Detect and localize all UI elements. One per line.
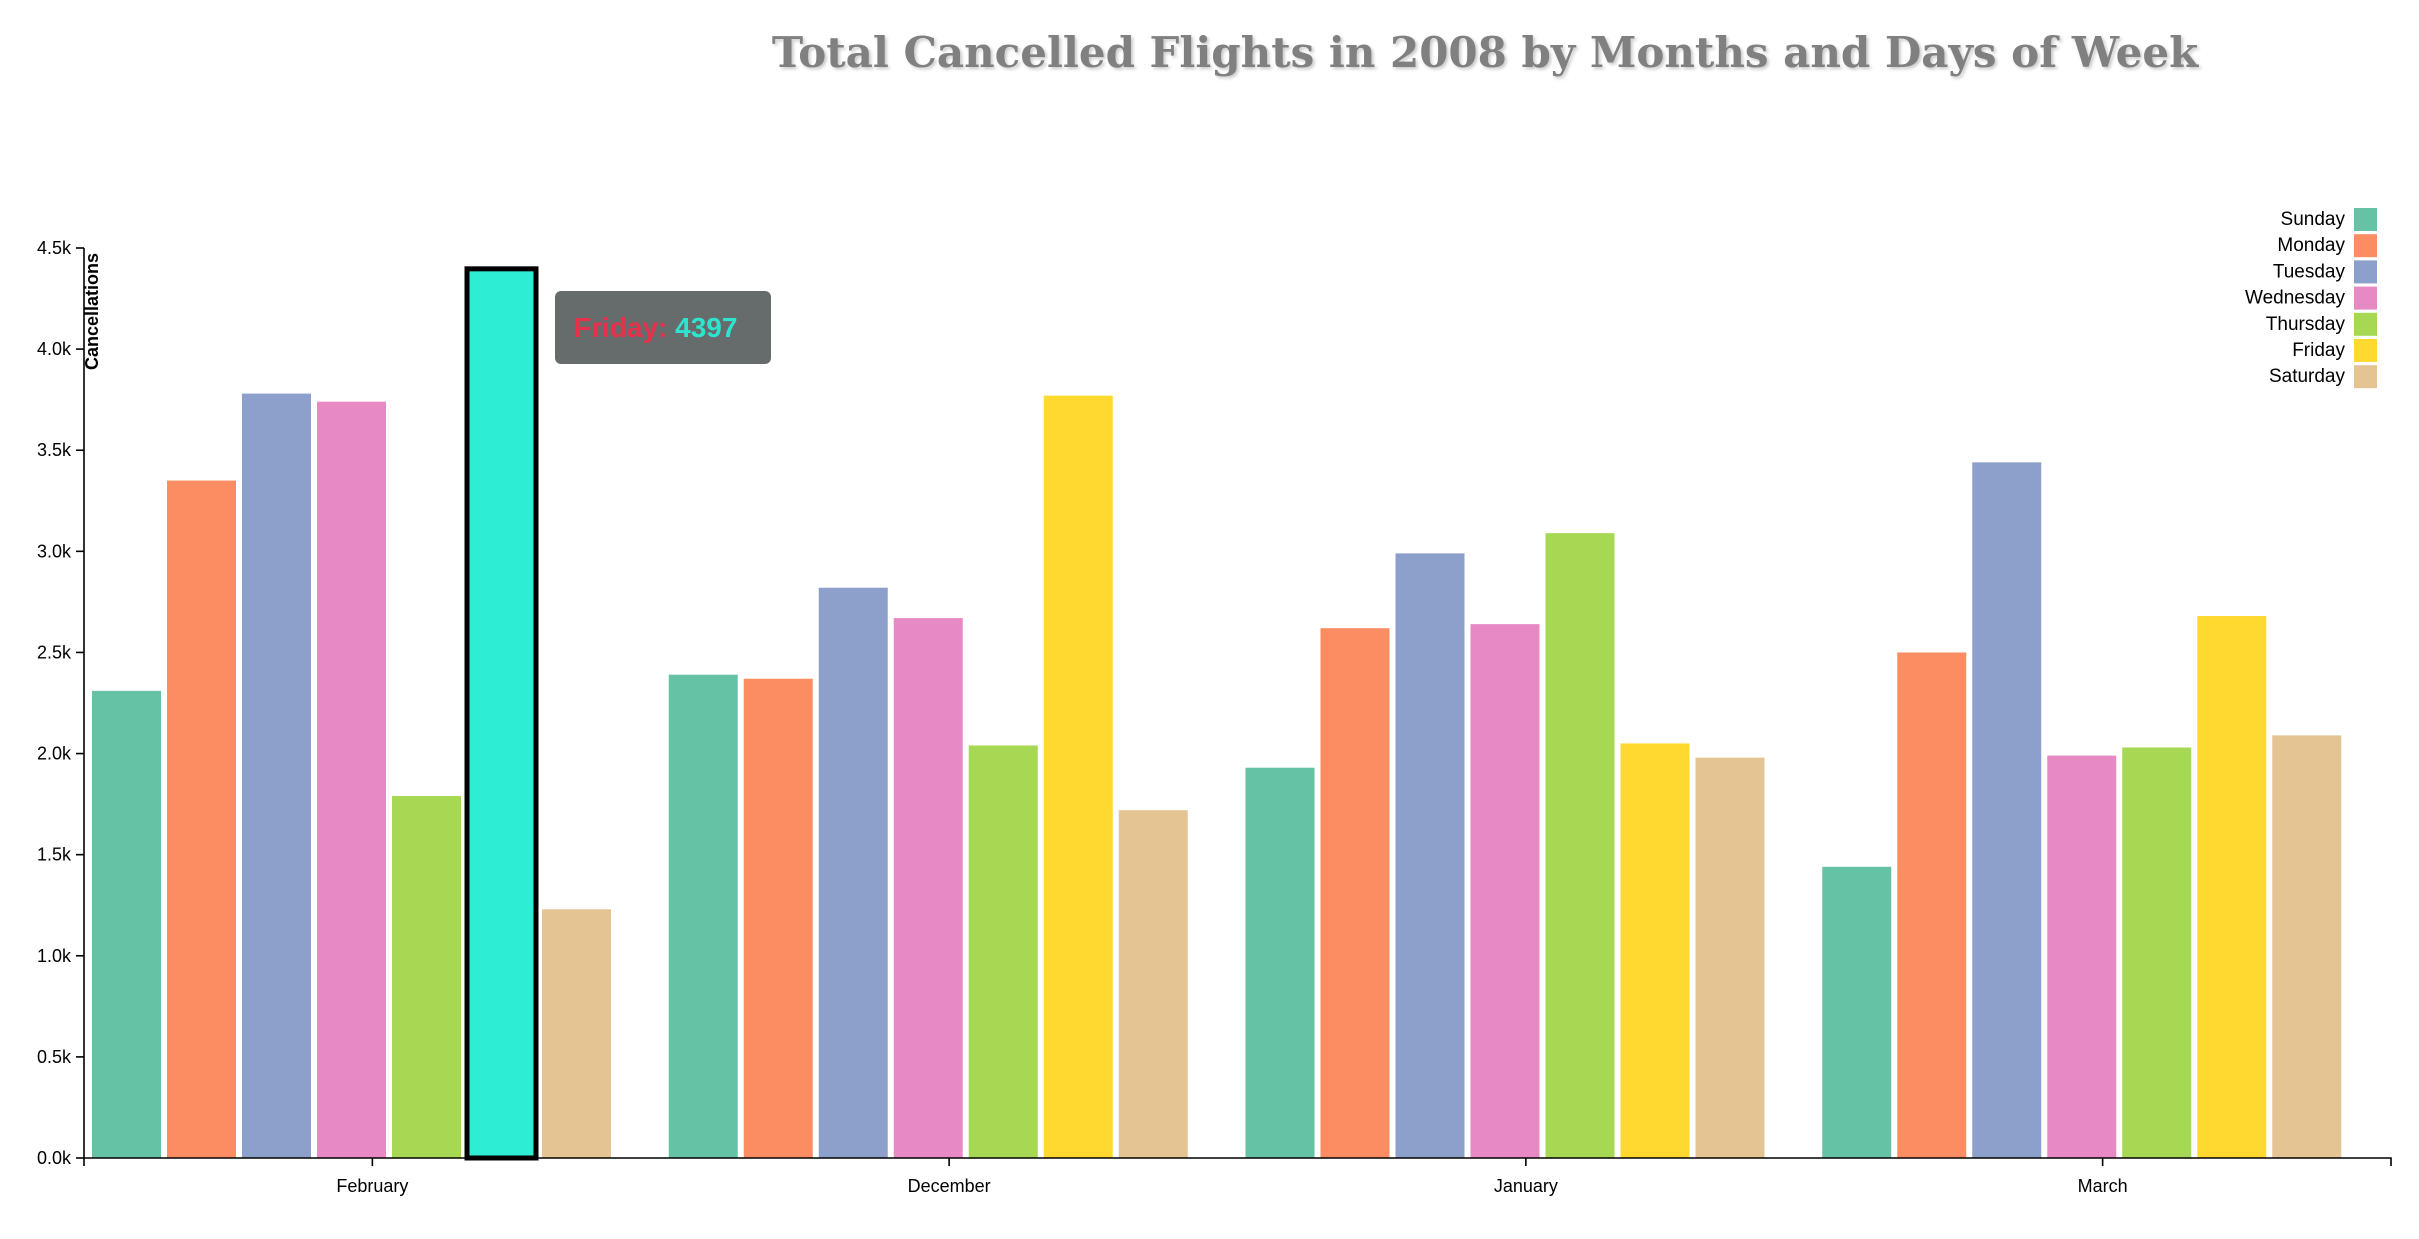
- bar-february-monday[interactable]: [167, 480, 236, 1158]
- bar-december-tuesday[interactable]: [818, 587, 888, 1158]
- legend-label: Sunday: [2281, 209, 2346, 230]
- legend-item-wednesday: Wednesday: [2245, 286, 2377, 310]
- legend-item-monday: Monday: [2277, 234, 2377, 258]
- legend-swatch: [2354, 312, 2377, 336]
- x-axis-line: [83, 1157, 2392, 1166]
- bar-march-saturday[interactable]: [2272, 735, 2342, 1158]
- legend-label: Saturday: [2269, 366, 2346, 387]
- bar-january-monday[interactable]: [1320, 628, 1390, 1158]
- y-tick-label: 3.5k: [37, 440, 72, 460]
- bar-january-thursday[interactable]: [1545, 533, 1615, 1158]
- y-axis-label: Cancellations: [82, 253, 102, 370]
- x-tick-label: March: [2078, 1176, 2128, 1196]
- x-tick-label: February: [336, 1176, 408, 1196]
- tooltip-day: Friday:: [574, 311, 668, 343]
- legend-label: Tuesday: [2273, 261, 2346, 282]
- tooltip-value: 4397: [675, 311, 738, 343]
- y-tick-label: 2.0k: [37, 744, 72, 764]
- bar-march-sunday[interactable]: [1822, 866, 1892, 1158]
- bar-february-thursday[interactable]: [392, 796, 461, 1158]
- y-tick-label: 1.5k: [37, 845, 72, 865]
- y-tick-label: 2.5k: [37, 642, 72, 662]
- legend-swatch: [2354, 208, 2377, 231]
- legend-swatch: [2354, 286, 2377, 310]
- y-tick-label: 0.0k: [37, 1148, 72, 1168]
- bar-february-wednesday[interactable]: [317, 401, 386, 1158]
- legend-swatch: [2354, 234, 2377, 258]
- legend-swatch: [2354, 260, 2377, 284]
- bar-january-sunday[interactable]: [1245, 767, 1315, 1158]
- legend-item-saturday: Saturday: [2269, 365, 2377, 389]
- legend: Sunday Monday Tuesday Wednesday Thursday Frid…: [2245, 208, 2377, 389]
- bar-december-sunday[interactable]: [668, 674, 738, 1158]
- y-tick-label: 1.0k: [37, 946, 72, 966]
- legend-label: Thursday: [2266, 314, 2346, 335]
- y-axis: 0.0k 0.5k 1.0k 1.5k 2.0k 2.5k 3.0k 3.5k 4.0k 4.5k: [37, 238, 85, 1168]
- bar-january-tuesday[interactable]: [1395, 553, 1465, 1158]
- y-tick-label: 3.0k: [37, 541, 72, 561]
- legend-label: Friday: [2292, 340, 2345, 361]
- legend-label: Wednesday: [2245, 288, 2345, 309]
- bar-january-friday[interactable]: [1620, 743, 1690, 1158]
- chart-title: Total Cancelled Flights in 2008 by Month…: [771, 28, 2199, 77]
- x-tick-label: December: [908, 1176, 991, 1196]
- y-tick-label: 4.0k: [37, 339, 72, 359]
- bar-december-thursday[interactable]: [968, 745, 1038, 1158]
- bar-march-thursday[interactable]: [2122, 747, 2192, 1158]
- bar-march-tuesday[interactable]: [1972, 462, 2042, 1158]
- bar-december-monday[interactable]: [743, 678, 813, 1158]
- bar-january-wednesday[interactable]: [1470, 624, 1540, 1158]
- legend-item-thursday: Thursday: [2266, 312, 2377, 336]
- bar-february-friday[interactable]: [464, 266, 539, 1161]
- bar-december-wednesday[interactable]: [893, 618, 963, 1158]
- bar-march-friday[interactable]: [2197, 616, 2267, 1158]
- legend-item-tuesday: Tuesday: [2273, 260, 2377, 284]
- legend-item-sunday: Sunday: [2281, 208, 2377, 231]
- bar-february-sunday[interactable]: [92, 690, 161, 1158]
- bar-february-saturday[interactable]: [542, 909, 611, 1158]
- x-tick-label: January: [1494, 1176, 1558, 1196]
- bars-group: [92, 266, 2342, 1161]
- bar-march-wednesday[interactable]: [2047, 755, 2117, 1158]
- bar-january-saturday[interactable]: [1695, 757, 1765, 1158]
- y-tick-label: 4.5k: [37, 238, 72, 258]
- bar-march-monday[interactable]: [1897, 652, 1967, 1158]
- bar-tooltip: Friday: 4397: [555, 291, 771, 364]
- legend-label: Monday: [2277, 235, 2345, 256]
- bar-december-friday[interactable]: [1043, 395, 1113, 1159]
- x-axis: February December January March: [83, 1157, 2392, 1196]
- legend-swatch: [2354, 339, 2377, 362]
- bar-february-tuesday[interactable]: [242, 393, 311, 1159]
- legend-swatch: [2354, 365, 2377, 389]
- bar-december-saturday[interactable]: [1118, 810, 1188, 1158]
- y-tick-label: 0.5k: [37, 1047, 72, 1067]
- legend-item-friday: Friday: [2292, 339, 2377, 362]
